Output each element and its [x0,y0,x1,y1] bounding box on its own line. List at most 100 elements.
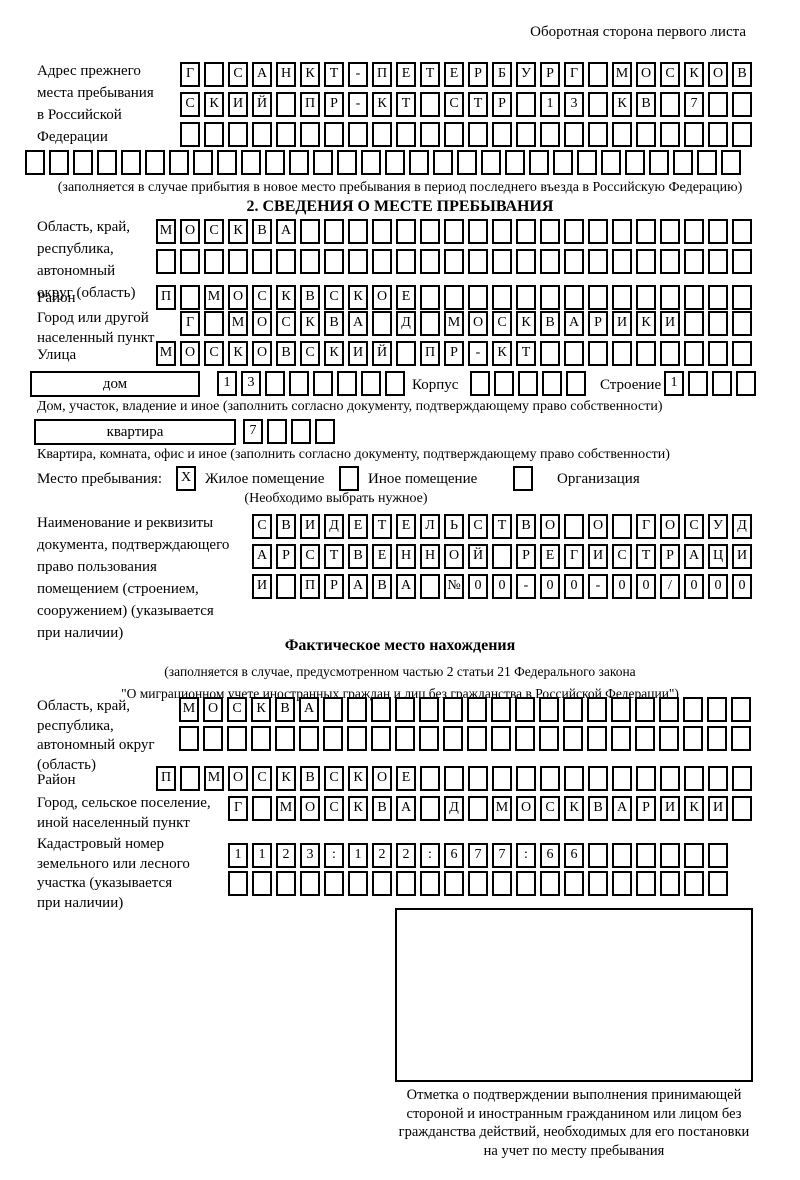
char-box [492,122,512,147]
char-box [588,122,608,147]
char-box [636,219,656,244]
char-box [444,249,464,274]
char-box [361,150,381,175]
char-box: Р [660,544,680,569]
char-box: 7 [243,419,263,444]
char-box [564,249,584,274]
char-box [564,341,584,366]
char-box: С [300,341,320,366]
char-box: Г [636,514,656,539]
char-box: С [324,796,344,821]
char-box: И [708,796,728,821]
actual-region-label: Область, край, республика, автономный окру… [37,697,227,775]
char-box [420,766,440,791]
char-box: О [252,341,272,366]
char-box [169,150,189,175]
char-box: - [588,574,608,599]
apartment-caption: Квартира, комната, офис и иное (заполнит… [37,447,670,462]
char-box [420,249,440,274]
char-box: В [324,311,344,336]
char-box: Т [372,514,392,539]
text-line: помещением (строением, [37,581,199,597]
char-box: Г [228,796,248,821]
char-box: Ц [708,544,728,569]
char-box [348,122,368,147]
prev-address-label: Адрес прежнего места пребывания в Российск… [37,60,187,148]
char-box [470,371,490,396]
char-box [468,796,488,821]
char-box: : [324,843,344,868]
char-box [732,341,752,366]
char-box [588,92,608,117]
char-box [732,285,752,310]
char-box: Д [396,311,416,336]
char-box [708,766,728,791]
char-box: С [492,311,512,336]
char-box [313,150,333,175]
char-box: М [444,311,464,336]
char-box [49,150,69,175]
char-box: Д [444,796,464,821]
char-box [420,92,440,117]
char-box [612,219,632,244]
char-box [444,285,464,310]
char-box: Р [516,544,536,569]
char-box [396,871,416,896]
char-box [684,766,704,791]
char-box [180,122,200,147]
char-box: К [492,341,512,366]
char-box [588,219,608,244]
char-box: С [276,311,296,336]
char-box: И [612,311,632,336]
char-box: С [612,544,632,569]
char-box: И [300,514,320,539]
char-box [252,249,272,274]
char-box: В [540,311,560,336]
text-line: Адрес прежнего [37,63,141,79]
char-box: 0 [684,574,704,599]
char-box: Т [468,92,488,117]
char-box [542,371,562,396]
char-box: 3 [241,371,261,396]
house-caption: Дом, участок, владение и иное (заполнить… [37,399,663,414]
text-line: Область, край, [37,698,131,714]
char-box: М [276,796,296,821]
char-box: 0 [708,574,728,599]
text-line: Кадастровый номер [37,836,164,852]
char-box [467,697,487,722]
char-box: А [348,574,368,599]
char-box [204,62,224,87]
char-box [420,122,440,147]
char-box [348,249,368,274]
char-box: Р [444,341,464,366]
stroenie-cells: 1 [664,371,756,396]
char-box [518,371,538,396]
char-box [193,150,213,175]
char-box: А [252,544,272,569]
char-box [660,249,680,274]
char-box [612,843,632,868]
text-line: Наименование и реквизиты [37,515,214,531]
char-box: К [684,796,704,821]
char-box [588,341,608,366]
text-line: Федерации [37,129,108,145]
text-line: участка (указывается [37,875,173,891]
char-box: В [348,544,368,569]
char-box [491,726,511,751]
char-box [732,796,752,821]
cadastre-row-2 [228,871,728,896]
char-box [180,285,200,310]
char-box [587,697,607,722]
char-box: Е [540,544,560,569]
char-box [420,285,440,310]
char-box: 2 [372,843,392,868]
checkbox-organization [513,466,533,491]
char-box [684,871,704,896]
char-box: О [372,285,392,310]
char-box [708,92,728,117]
char-box [494,371,514,396]
char-box: 0 [564,574,584,599]
char-box: 0 [636,574,656,599]
